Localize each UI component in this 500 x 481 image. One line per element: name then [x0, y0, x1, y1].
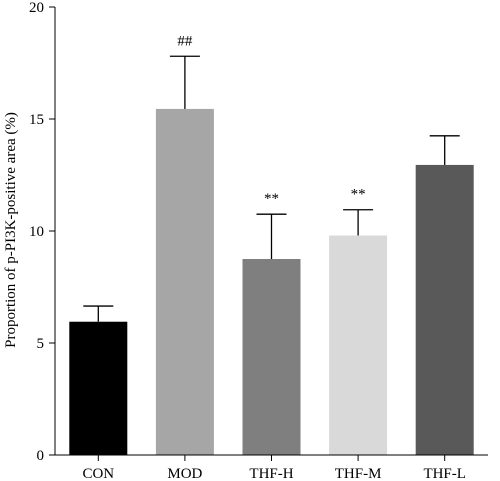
- bar-thf-m: [329, 235, 388, 455]
- y-tick-label: 5: [37, 336, 45, 352]
- bar-con: [69, 321, 128, 455]
- x-tick-label: MOD: [167, 466, 202, 481]
- bars-layer: [69, 108, 474, 456]
- bar-mod: [155, 108, 214, 456]
- significance-label-mod: ##: [177, 33, 193, 49]
- y-tick-label: 0: [37, 448, 45, 464]
- y-tick-label: 15: [29, 112, 44, 128]
- y-axis-ticks: 0 5 10 15 20: [29, 0, 55, 464]
- significance-label-thf-m: **: [351, 187, 366, 203]
- x-tick-label: THF-L: [423, 466, 466, 481]
- y-tick-label: 10: [29, 224, 44, 240]
- y-axis-title: Proportion of p-PI3K-positive area (%): [3, 112, 19, 348]
- x-tick-label: CON: [82, 466, 114, 481]
- significance-label-thf-h: **: [264, 191, 279, 207]
- x-axis-labels: CON MOD THF-H THF-M THF-L: [82, 455, 466, 481]
- x-tick-label: THF-M: [335, 466, 382, 481]
- y-tick-label: 20: [29, 0, 44, 16]
- annotations-layer: ## ** **: [177, 33, 365, 207]
- x-tick-label: THF-H: [249, 466, 293, 481]
- bar-thf-l: [415, 164, 474, 456]
- error-bars-layer: [83, 55, 460, 322]
- bar-thf-h: [242, 259, 301, 455]
